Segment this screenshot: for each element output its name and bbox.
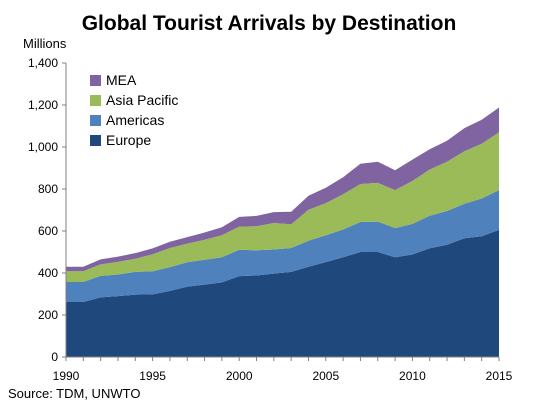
y-tick-label: 600 <box>38 224 58 238</box>
y-tick-label: 1,200 <box>28 98 58 112</box>
y-tick-label: 400 <box>38 266 58 280</box>
plot-area <box>66 107 499 357</box>
legend-label-mea: MEA <box>106 72 137 88</box>
y-axis-ticks: 0 200 400 600 800 1,000 1,200 1,400 <box>28 56 66 364</box>
area-americas <box>66 190 499 302</box>
y-tick-label: 1,400 <box>28 56 58 70</box>
x-tick-label: 1995 <box>139 369 166 383</box>
x-tick-label: 1990 <box>53 369 80 383</box>
y-tick-label: 1,000 <box>28 140 58 154</box>
area-asia-pacific <box>66 132 499 282</box>
x-tick-label: 2015 <box>486 369 513 383</box>
area-europe <box>66 229 499 357</box>
legend-label-asia-pacific: Asia Pacific <box>106 92 178 108</box>
legend-swatch-asia-pacific <box>90 95 101 106</box>
legend-swatch-mea <box>90 75 101 86</box>
chart-title: Global Tourist Arrivals by Destination <box>82 12 457 35</box>
source-note: Source: TDM, UNWTO <box>8 386 140 401</box>
legend: MEA Asia Pacific Americas Europe <box>90 72 178 148</box>
x-tick-label: 2010 <box>399 369 426 383</box>
y-axis-unit-label: Millions <box>23 36 67 51</box>
axes <box>65 63 499 358</box>
x-axis-ticks: 1990 1995 2000 2005 2010 2015 <box>53 357 513 383</box>
legend-label-europe: Europe <box>106 132 151 148</box>
legend-label-americas: Americas <box>106 112 164 128</box>
legend-swatch-europe <box>90 135 101 146</box>
y-tick-label: 800 <box>38 182 58 196</box>
legend-swatch-americas <box>90 115 101 126</box>
x-tick-label: 2005 <box>312 369 339 383</box>
y-tick-label: 200 <box>38 308 58 322</box>
y-tick-label: 0 <box>51 350 58 364</box>
x-tick-label: 2000 <box>226 369 253 383</box>
